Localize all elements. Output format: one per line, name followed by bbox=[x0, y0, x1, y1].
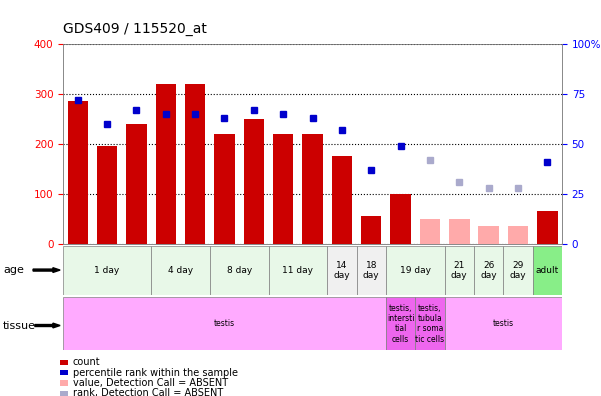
Bar bbox=[210, 246, 269, 295]
Bar bbox=[332, 156, 352, 244]
Text: 29
day: 29 day bbox=[510, 261, 526, 280]
Bar bbox=[415, 297, 445, 350]
Bar bbox=[63, 246, 151, 295]
Text: rank, Detection Call = ABSENT: rank, Detection Call = ABSENT bbox=[73, 388, 223, 396]
Bar bbox=[67, 101, 88, 244]
Text: testis: testis bbox=[493, 319, 514, 328]
Text: testis,
tubula
r soma
tic cells: testis, tubula r soma tic cells bbox=[415, 304, 445, 344]
Text: 8 day: 8 day bbox=[227, 266, 252, 275]
Bar bbox=[449, 219, 469, 244]
Text: 19 day: 19 day bbox=[400, 266, 431, 275]
Text: testis,
intersti
tial
cells: testis, intersti tial cells bbox=[387, 304, 414, 344]
Text: 11 day: 11 day bbox=[282, 266, 313, 275]
Bar bbox=[63, 297, 386, 350]
Bar bbox=[537, 211, 558, 244]
Bar bbox=[508, 226, 528, 244]
Bar bbox=[419, 219, 440, 244]
Bar bbox=[503, 246, 532, 295]
Bar bbox=[478, 226, 499, 244]
Text: testis: testis bbox=[214, 319, 235, 328]
Text: value, Detection Call = ABSENT: value, Detection Call = ABSENT bbox=[73, 378, 228, 388]
Bar bbox=[445, 297, 562, 350]
Bar bbox=[214, 133, 235, 244]
Bar bbox=[126, 124, 147, 244]
Text: 26
day: 26 day bbox=[480, 261, 497, 280]
Bar bbox=[474, 246, 503, 295]
Bar bbox=[302, 133, 323, 244]
Bar bbox=[356, 246, 386, 295]
Bar bbox=[185, 84, 206, 244]
Text: 4 day: 4 day bbox=[168, 266, 193, 275]
Text: count: count bbox=[73, 357, 100, 367]
Bar bbox=[97, 146, 117, 244]
Bar bbox=[269, 246, 327, 295]
Bar bbox=[445, 246, 474, 295]
Bar bbox=[151, 246, 210, 295]
Bar bbox=[532, 246, 562, 295]
Text: adult: adult bbox=[535, 266, 559, 275]
Text: 1 day: 1 day bbox=[94, 266, 120, 275]
Text: tissue: tissue bbox=[3, 320, 36, 331]
Bar bbox=[243, 118, 264, 244]
Text: percentile rank within the sample: percentile rank within the sample bbox=[73, 367, 238, 378]
Bar bbox=[390, 194, 411, 244]
Text: GDS409 / 115520_at: GDS409 / 115520_at bbox=[63, 22, 207, 36]
Bar bbox=[156, 84, 176, 244]
Text: 21
day: 21 day bbox=[451, 261, 468, 280]
Text: age: age bbox=[3, 265, 24, 275]
Bar bbox=[361, 216, 382, 244]
Bar bbox=[327, 246, 356, 295]
Bar bbox=[273, 133, 293, 244]
Text: 14
day: 14 day bbox=[334, 261, 350, 280]
Bar bbox=[386, 297, 415, 350]
Bar bbox=[386, 246, 445, 295]
Text: 18
day: 18 day bbox=[363, 261, 379, 280]
